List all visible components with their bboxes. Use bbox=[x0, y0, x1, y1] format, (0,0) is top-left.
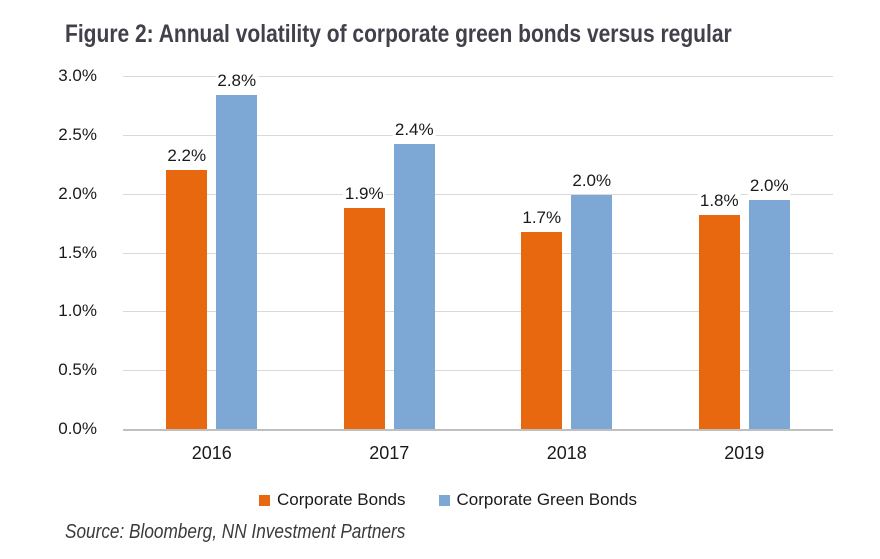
bar-corporate-bonds-2016 bbox=[166, 170, 208, 429]
y-tick-label: 3.0% bbox=[58, 66, 97, 85]
legend-label: Corporate Bonds bbox=[276, 490, 406, 509]
x-category-label: 2018 bbox=[546, 443, 587, 463]
source-note: Source: Bloomberg, NN Investment Partner… bbox=[65, 521, 406, 543]
gridline bbox=[123, 134, 833, 136]
bar-corporate-green-bonds-2018 bbox=[571, 195, 613, 429]
gridline bbox=[123, 76, 833, 77]
y-tick-label: 0.0% bbox=[58, 419, 97, 438]
bar-corporate-bonds-2018 bbox=[521, 232, 563, 429]
y-tick-label: 1.0% bbox=[58, 301, 97, 321]
x-category-label: 2017 bbox=[369, 443, 410, 463]
x-category-label: 2019 bbox=[724, 443, 765, 463]
legend-label: Corporate Green Bonds bbox=[456, 490, 638, 509]
y-tick-label: 2.0% bbox=[58, 183, 97, 203]
data-label-corporate-bonds-2019: 1.8% bbox=[697, 191, 741, 211]
bar-corporate-bonds-2019 bbox=[698, 215, 740, 429]
gridline bbox=[123, 252, 833, 254]
figure-title: Figure 2: Annual volatility of corporate… bbox=[65, 20, 732, 48]
gridline bbox=[123, 370, 833, 372]
data-label-corporate-green-bonds-2019: 2.0% bbox=[747, 176, 791, 196]
x-axis-line bbox=[123, 429, 833, 431]
data-label-corporate-bonds-2018: 1.7% bbox=[520, 208, 564, 228]
legend-swatch-corporate-green-bonds bbox=[438, 494, 450, 506]
y-tick-label: 2.5% bbox=[58, 124, 97, 144]
legend-swatch-corporate-bonds bbox=[258, 494, 270, 506]
plot-area: 2.2% 2.8% 1.9% 2.4% 1.7% 2.0% 1.8% 2.0% bbox=[123, 71, 833, 431]
data-label-corporate-green-bonds-2018: 2.0% bbox=[570, 171, 614, 191]
bar-corporate-green-bonds-2019 bbox=[748, 200, 790, 429]
data-label-corporate-bonds-2017: 1.9% bbox=[342, 184, 386, 204]
y-tick-label: 1.5% bbox=[58, 242, 97, 262]
data-label-corporate-green-bonds-2017: 2.4% bbox=[392, 120, 436, 140]
gridline bbox=[123, 193, 833, 195]
legend-item-corporate-bonds: Corporate Bonds bbox=[258, 490, 406, 510]
data-label-corporate-green-bonds-2016: 2.8% bbox=[215, 71, 259, 91]
bar-corporate-green-bonds-2017 bbox=[393, 144, 435, 429]
legend-item-corporate-green-bonds: Corporate Green Bonds bbox=[438, 490, 638, 510]
y-tick-label: 0.5% bbox=[58, 360, 97, 380]
data-label-corporate-bonds-2016: 2.2% bbox=[165, 146, 209, 166]
bar-corporate-green-bonds-2016 bbox=[216, 95, 258, 429]
bar-corporate-bonds-2017 bbox=[343, 208, 385, 429]
x-category-label: 2016 bbox=[191, 443, 232, 463]
legend: Corporate Bonds Corporate Green Bonds bbox=[8, 490, 880, 510]
gridline bbox=[123, 311, 833, 313]
